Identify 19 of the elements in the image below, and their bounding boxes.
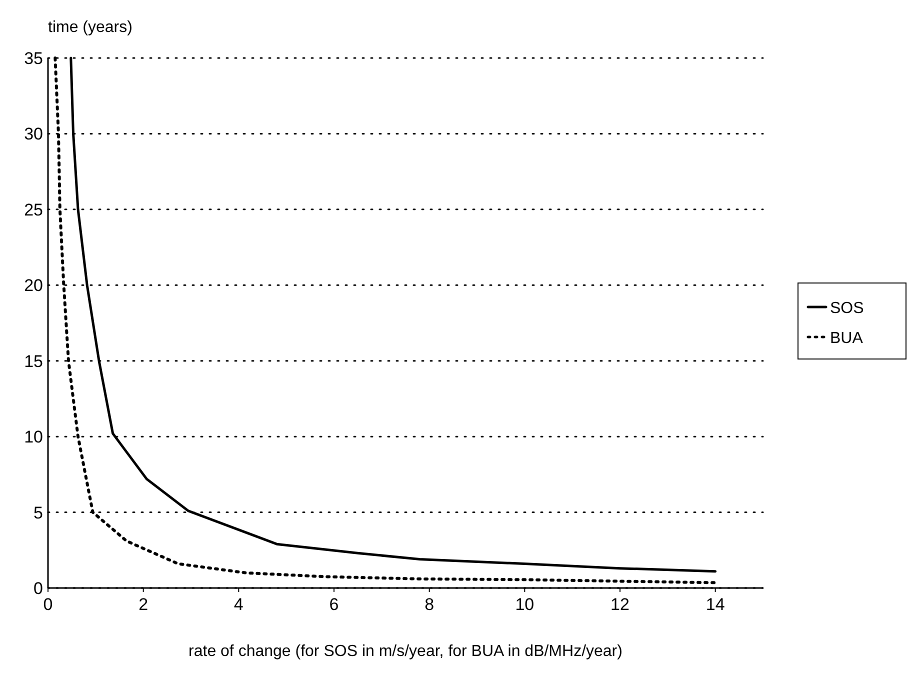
- x-tick-label: 12: [610, 595, 630, 614]
- y-tick-label: 35: [24, 49, 43, 68]
- y-tick-label: 5: [34, 503, 43, 522]
- y-tick-label: 15: [24, 352, 43, 371]
- x-tick-label: 8: [424, 595, 434, 614]
- y-tick-label: 10: [24, 428, 43, 447]
- legend-label: BUA: [830, 330, 864, 347]
- y-tick-label: 30: [24, 124, 43, 144]
- x-tick-label: 10: [515, 595, 534, 614]
- y-tick-label: 0: [34, 579, 43, 598]
- y-tick-label: 25: [24, 200, 43, 220]
- x-tick-label: 6: [329, 595, 339, 614]
- x-tick-label: 2: [138, 595, 148, 614]
- x-tick-label: 14: [706, 595, 725, 614]
- y-axis-title: time (years): [48, 19, 132, 36]
- y-tick-label: 20: [24, 276, 43, 296]
- x-axis-title: rate of change (for SOS in m/s/year, for BUA in dB/MHz/year): [188, 643, 622, 660]
- legend-label: SOS: [830, 300, 864, 317]
- x-tick-label: 4: [234, 595, 244, 614]
